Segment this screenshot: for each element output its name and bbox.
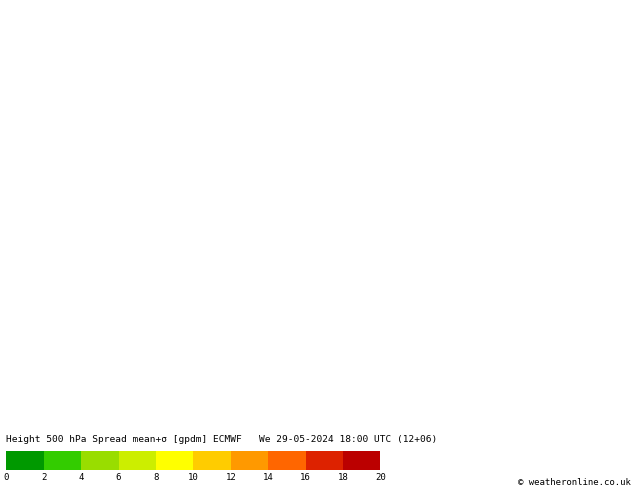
Bar [156, 451, 193, 470]
Bar [231, 451, 268, 470]
Text: 12: 12 [226, 473, 236, 482]
Bar [81, 451, 119, 470]
Text: 18: 18 [338, 473, 348, 482]
Text: 8: 8 [153, 473, 158, 482]
Bar [119, 451, 156, 470]
Text: 4: 4 [79, 473, 84, 482]
Bar [306, 451, 343, 470]
Bar [268, 451, 306, 470]
Text: 10: 10 [188, 473, 198, 482]
Bar [193, 451, 231, 470]
Bar [44, 451, 81, 470]
Text: 0: 0 [4, 473, 9, 482]
Text: 20: 20 [375, 473, 385, 482]
Text: 14: 14 [263, 473, 273, 482]
Text: 2: 2 [41, 473, 46, 482]
Text: 6: 6 [116, 473, 121, 482]
Text: Height 500 hPa Spread mean+σ [gpdm] ECMWF   We 29-05-2024 18:00 UTC (12+06): Height 500 hPa Spread mean+σ [gpdm] ECMW… [6, 435, 437, 444]
Text: © weatheronline.co.uk: © weatheronline.co.uk [518, 478, 631, 487]
Bar [6, 451, 44, 470]
Text: 16: 16 [301, 473, 311, 482]
Bar [343, 451, 380, 470]
